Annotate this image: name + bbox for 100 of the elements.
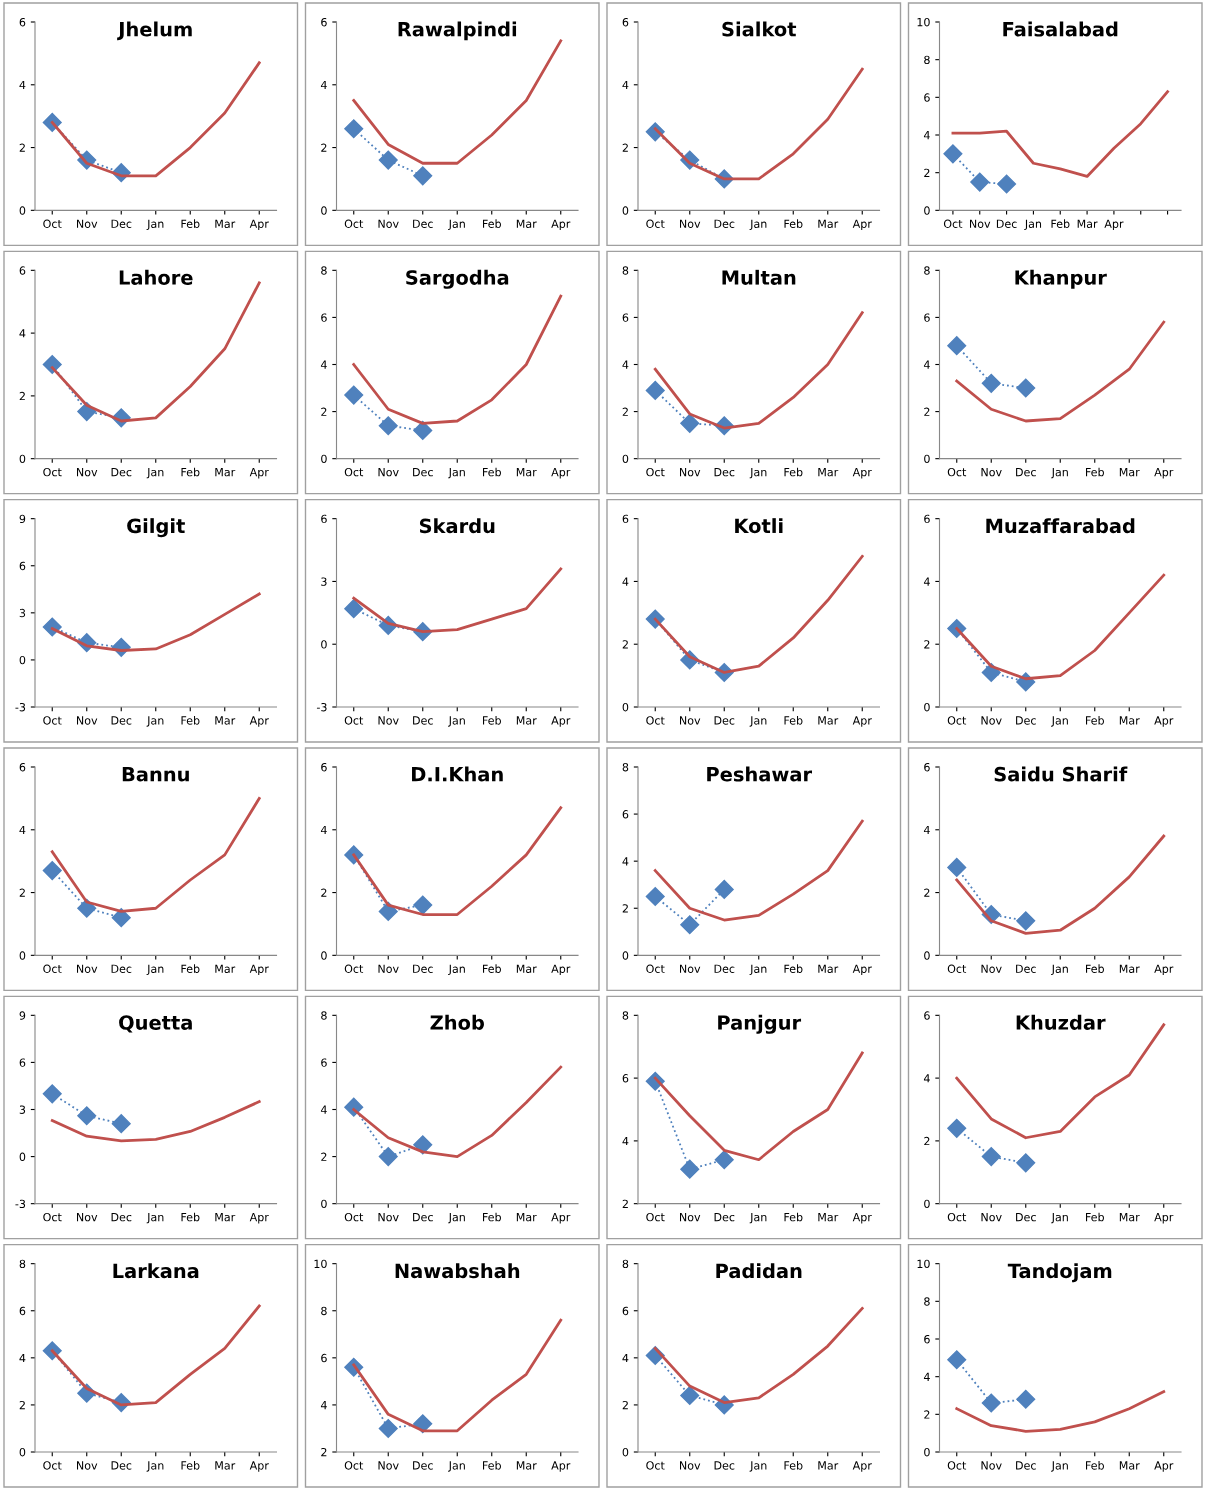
x-tick-label: Nov — [981, 1461, 1002, 1470]
point — [77, 1106, 97, 1126]
point — [1016, 378, 1036, 398]
y-tick-label: 6 — [19, 1306, 26, 1316]
x-tick-label: Apr — [852, 964, 872, 976]
x-tick-label: Feb — [1086, 1212, 1104, 1222]
x-tick-label: Dec — [714, 716, 735, 725]
x-tick-label: Oct — [43, 1461, 62, 1470]
y-tick-label: 4 — [19, 80, 26, 89]
x-tick-label: Nov — [77, 716, 98, 725]
y-tick-label: 4 — [320, 80, 327, 89]
y-tick-label: 2 — [19, 888, 25, 897]
x-tick-label: Jan — [749, 1213, 767, 1224]
x-tick-label: Nov — [378, 1461, 399, 1470]
y-tick-label: 6 — [622, 1306, 629, 1316]
y-tick-label: 6 — [924, 313, 930, 322]
x-tick-label: Nov — [981, 964, 1002, 973]
x-tick-label: Dec — [413, 219, 433, 228]
x-tick-label: Feb — [1086, 1461, 1104, 1470]
x-tick-label: Mar — [818, 1213, 839, 1222]
x-tick-label: Apr — [852, 716, 872, 727]
y-tick-label: 2 — [622, 1400, 628, 1410]
x-tick-label: Feb — [181, 716, 200, 725]
y-tick-label: 0 — [924, 702, 930, 712]
x-tick-label: Nov — [378, 468, 399, 477]
point — [680, 915, 700, 935]
x-tick-label: Mar — [215, 1461, 236, 1470]
x-tick-label: Jan — [448, 964, 465, 976]
line-series — [955, 1390, 1166, 1433]
x-tick-label: Feb — [784, 1461, 803, 1470]
x-tick-label: Apr — [551, 468, 571, 479]
y-tick-label: 4 — [622, 360, 629, 369]
y-tick-label: 0 — [622, 702, 629, 712]
x-tick-label: Feb — [784, 219, 803, 228]
y-tick-label: 2 — [924, 1410, 930, 1419]
y-tick-label: 6 — [924, 1334, 930, 1344]
y-tick-label: 8 — [622, 1011, 629, 1020]
x-tick-label: Feb — [483, 964, 501, 973]
y-tick-label: 2 — [924, 1136, 930, 1146]
y-tick-label: 4 — [622, 1137, 629, 1146]
point — [344, 119, 364, 139]
point — [42, 861, 62, 881]
x-tick-label: Dec — [111, 716, 132, 725]
x-tick-label: Feb — [483, 219, 501, 228]
x-tick-label: Jan — [448, 219, 465, 231]
x-tick-label: Dec — [413, 468, 433, 477]
x-tick-label: Oct — [646, 467, 665, 477]
y-tick-label: 6 — [19, 17, 26, 27]
y-tick-label: 2 — [924, 640, 930, 649]
x-tick-label: Dec — [1016, 964, 1036, 973]
y-tick-label: 0 — [19, 1152, 26, 1161]
y-tick-label: 6 — [622, 313, 629, 322]
x-tick-label: Jan — [749, 1461, 767, 1472]
y-tick-label: 6 — [924, 762, 930, 772]
chart-title: Lahore — [119, 269, 193, 285]
y-tick-label: 0 — [19, 1447, 26, 1457]
y-tick-label: 6 — [321, 762, 327, 772]
x-tick-label: Oct — [43, 716, 62, 725]
point — [981, 662, 1001, 683]
x-tick-label: Oct — [344, 964, 364, 973]
y-tick-label: -3 — [316, 702, 327, 712]
y-tick-label: 6 — [321, 514, 327, 524]
point — [413, 166, 433, 186]
y-tick-label: 0 — [19, 454, 26, 464]
chart-title: Larkana — [113, 1263, 199, 1279]
x-tick-label: Mar — [818, 468, 839, 477]
x-tick-label: Apr — [1154, 1461, 1174, 1472]
x-tick-label: Mar — [1119, 468, 1140, 477]
x-tick-label: Mar — [1077, 219, 1098, 228]
x-tick-label: Oct — [43, 964, 62, 973]
x-tick-label: Jan — [146, 716, 164, 727]
x-tick-label: Nov — [680, 219, 701, 228]
x-tick-label: Apr — [249, 716, 269, 727]
x-tick-label: Dec — [111, 219, 132, 228]
x-tick-label: Jan — [146, 964, 164, 976]
chart-title: Zhob — [430, 1014, 484, 1030]
x-tick-label: Nov — [378, 1213, 399, 1222]
chart-title: Muzaffarabad — [986, 518, 1135, 534]
point — [111, 1114, 131, 1134]
point — [413, 895, 433, 915]
y-tick-label: 6 — [924, 93, 930, 102]
y-tick-label: 2 — [19, 143, 25, 152]
x-tick-label: Apr — [249, 964, 269, 976]
y-tick-label: 8 — [19, 1259, 26, 1269]
x-tick-label: Mar — [215, 964, 236, 973]
chart-title: Khanpur — [1015, 269, 1107, 289]
line-series — [50, 1100, 261, 1143]
y-tick-label: 0 — [19, 951, 26, 960]
y-tick-label: 2 — [321, 888, 327, 897]
x-tick-label: Mar — [1119, 1461, 1140, 1470]
point — [645, 886, 665, 907]
chart-title: Khuzdar — [1016, 1014, 1106, 1030]
x-tick-label: Dec — [1016, 468, 1036, 477]
point — [714, 1150, 734, 1170]
y-tick-label: 6 — [924, 514, 930, 524]
x-tick-label: Dec — [111, 468, 132, 477]
x-tick-label: Oct — [344, 467, 364, 477]
y-tick-label: 8 — [622, 266, 629, 275]
y-tick-label: 4 — [622, 1353, 629, 1363]
y-tick-label: 10 — [314, 1259, 327, 1269]
